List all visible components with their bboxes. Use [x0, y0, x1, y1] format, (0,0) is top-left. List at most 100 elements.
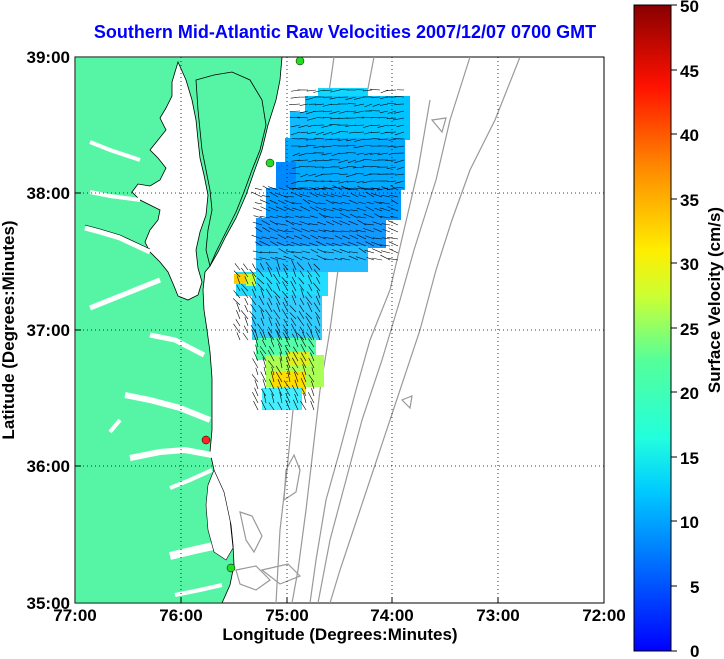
- delmarva-peninsula: [195, 71, 267, 268]
- velocity-arrow: [281, 291, 289, 299]
- velocity-arrow: [268, 402, 275, 411]
- velocity-arrow: [252, 207, 263, 212]
- velocity-arrow: [387, 110, 397, 114]
- velocity-arrow: [379, 110, 389, 114]
- velocity-arrow: [289, 312, 297, 320]
- velocity-arrow: [299, 165, 309, 168]
- velocity-arrow: [310, 331, 315, 341]
- velocity-arrow: [299, 110, 309, 114]
- velocity-arrow: [357, 216, 367, 219]
- station-marker-offline[interactable]: [201, 435, 211, 445]
- velocity-arrow: [268, 206, 279, 212]
- colorbar-tick: 20: [680, 384, 699, 403]
- station-marker[interactable]: [226, 563, 236, 573]
- x-tick-label: 74:00: [370, 606, 413, 625]
- velocity-arrow: [284, 329, 291, 341]
- velocity-arrow: [350, 209, 359, 212]
- velocity-arrow: [284, 195, 295, 198]
- velocity-arrow: [323, 208, 335, 212]
- velocity-arrow: [349, 234, 359, 240]
- velocity-arrow: [364, 249, 375, 254]
- velocity-arrow: [259, 257, 271, 261]
- velocity-arrow: [364, 103, 373, 108]
- velocity-arrow: [350, 213, 359, 219]
- velocity-arrow: [370, 241, 383, 247]
- velocity-arrow: [254, 187, 263, 191]
- velocity-arrow: [260, 399, 267, 411]
- velocity-arrow: [362, 180, 373, 184]
- velocity-arrow: [283, 206, 295, 212]
- velocity-arrow: [278, 248, 287, 254]
- velocity-arrow: [236, 284, 241, 292]
- velocity-arrow: [260, 251, 271, 254]
- velocity-arrow: [267, 349, 275, 362]
- velocity-arrow: [266, 283, 273, 292]
- velocity-arrow: [300, 206, 311, 212]
- velocity-arrow: [263, 366, 267, 376]
- velocity-arrow: [275, 322, 281, 334]
- velocity-arrow: [260, 206, 271, 212]
- velocity-arrow: [381, 237, 391, 240]
- velocity-arrow: [243, 325, 249, 334]
- velocity-arrow: [276, 282, 281, 292]
- station-marker[interactable]: [295, 57, 305, 66]
- velocity-arrow: [278, 200, 287, 205]
- velocity-arrow: [339, 249, 351, 254]
- velocity-arrow: [349, 230, 359, 233]
- velocity-arrow: [289, 110, 301, 112]
- velocity-arrow: [308, 173, 317, 177]
- velocity-arrow: [308, 346, 315, 355]
- velocity-arrow: [260, 317, 265, 327]
- velocity-arrow: [332, 207, 343, 212]
- velocity-arrow: [315, 159, 325, 162]
- velocity-arrow: [284, 380, 291, 390]
- velocity-arrow: [301, 388, 307, 397]
- velocity-arrow: [379, 207, 391, 212]
- velocity-arrow: [302, 331, 307, 341]
- velocity-arrow: [285, 399, 291, 411]
- velocity-arrow: [283, 267, 289, 278]
- velocity-arrow: [272, 290, 281, 299]
- velocity-arrow: [372, 221, 383, 226]
- velocity-arrow: [294, 393, 299, 404]
- velocity-arrow: [268, 317, 273, 327]
- velocity-arrow: [332, 220, 343, 226]
- colorbar-tick: 0: [690, 642, 699, 659]
- velocity-arrow: [365, 206, 375, 212]
- velocity-arrow: [270, 339, 275, 348]
- velocity-arrow: [308, 199, 319, 205]
- y-tick-label: 39:00: [27, 48, 70, 67]
- velocity-arrow: [354, 124, 365, 126]
- velocity-arrow: [306, 89, 317, 92]
- colorbar-tick: 35: [680, 191, 699, 210]
- velocity-arrow: [306, 323, 313, 334]
- velocity-arrow: [241, 288, 249, 299]
- velocity-arrow: [262, 357, 267, 369]
- velocity-arrow: [330, 89, 341, 93]
- velocity-arrow: [355, 256, 367, 261]
- velocity-arrow: [281, 276, 289, 285]
- velocity-arrow: [316, 248, 327, 254]
- bay-water: [131, 60, 209, 301]
- velocity-arrow: [329, 110, 341, 115]
- velocity-arrow: [350, 192, 359, 198]
- y-tick-label: 35:00: [27, 594, 70, 613]
- velocity-arrow: [303, 393, 307, 404]
- velocity-arrow: [279, 357, 283, 369]
- velocity-arrow: [310, 258, 319, 261]
- velocity-arrow: [271, 366, 275, 376]
- velocity-arrow: [321, 166, 333, 169]
- velocity-arrow: [396, 187, 405, 189]
- velocity-arrow: [313, 89, 325, 93]
- velocity-arrow: [290, 131, 301, 136]
- velocity-arrow: [309, 206, 319, 212]
- velocity-arrow: [305, 316, 313, 327]
- velocity-arrow: [300, 377, 307, 390]
- velocity-arrow: [314, 325, 321, 334]
- velocity-arrow: [315, 311, 321, 320]
- velocity-arrow: [297, 159, 309, 161]
- velocity-arrow: [393, 110, 405, 114]
- velocity-arrow: [291, 357, 299, 369]
- station-marker[interactable]: [265, 158, 275, 168]
- velocity-arrow: [254, 328, 259, 341]
